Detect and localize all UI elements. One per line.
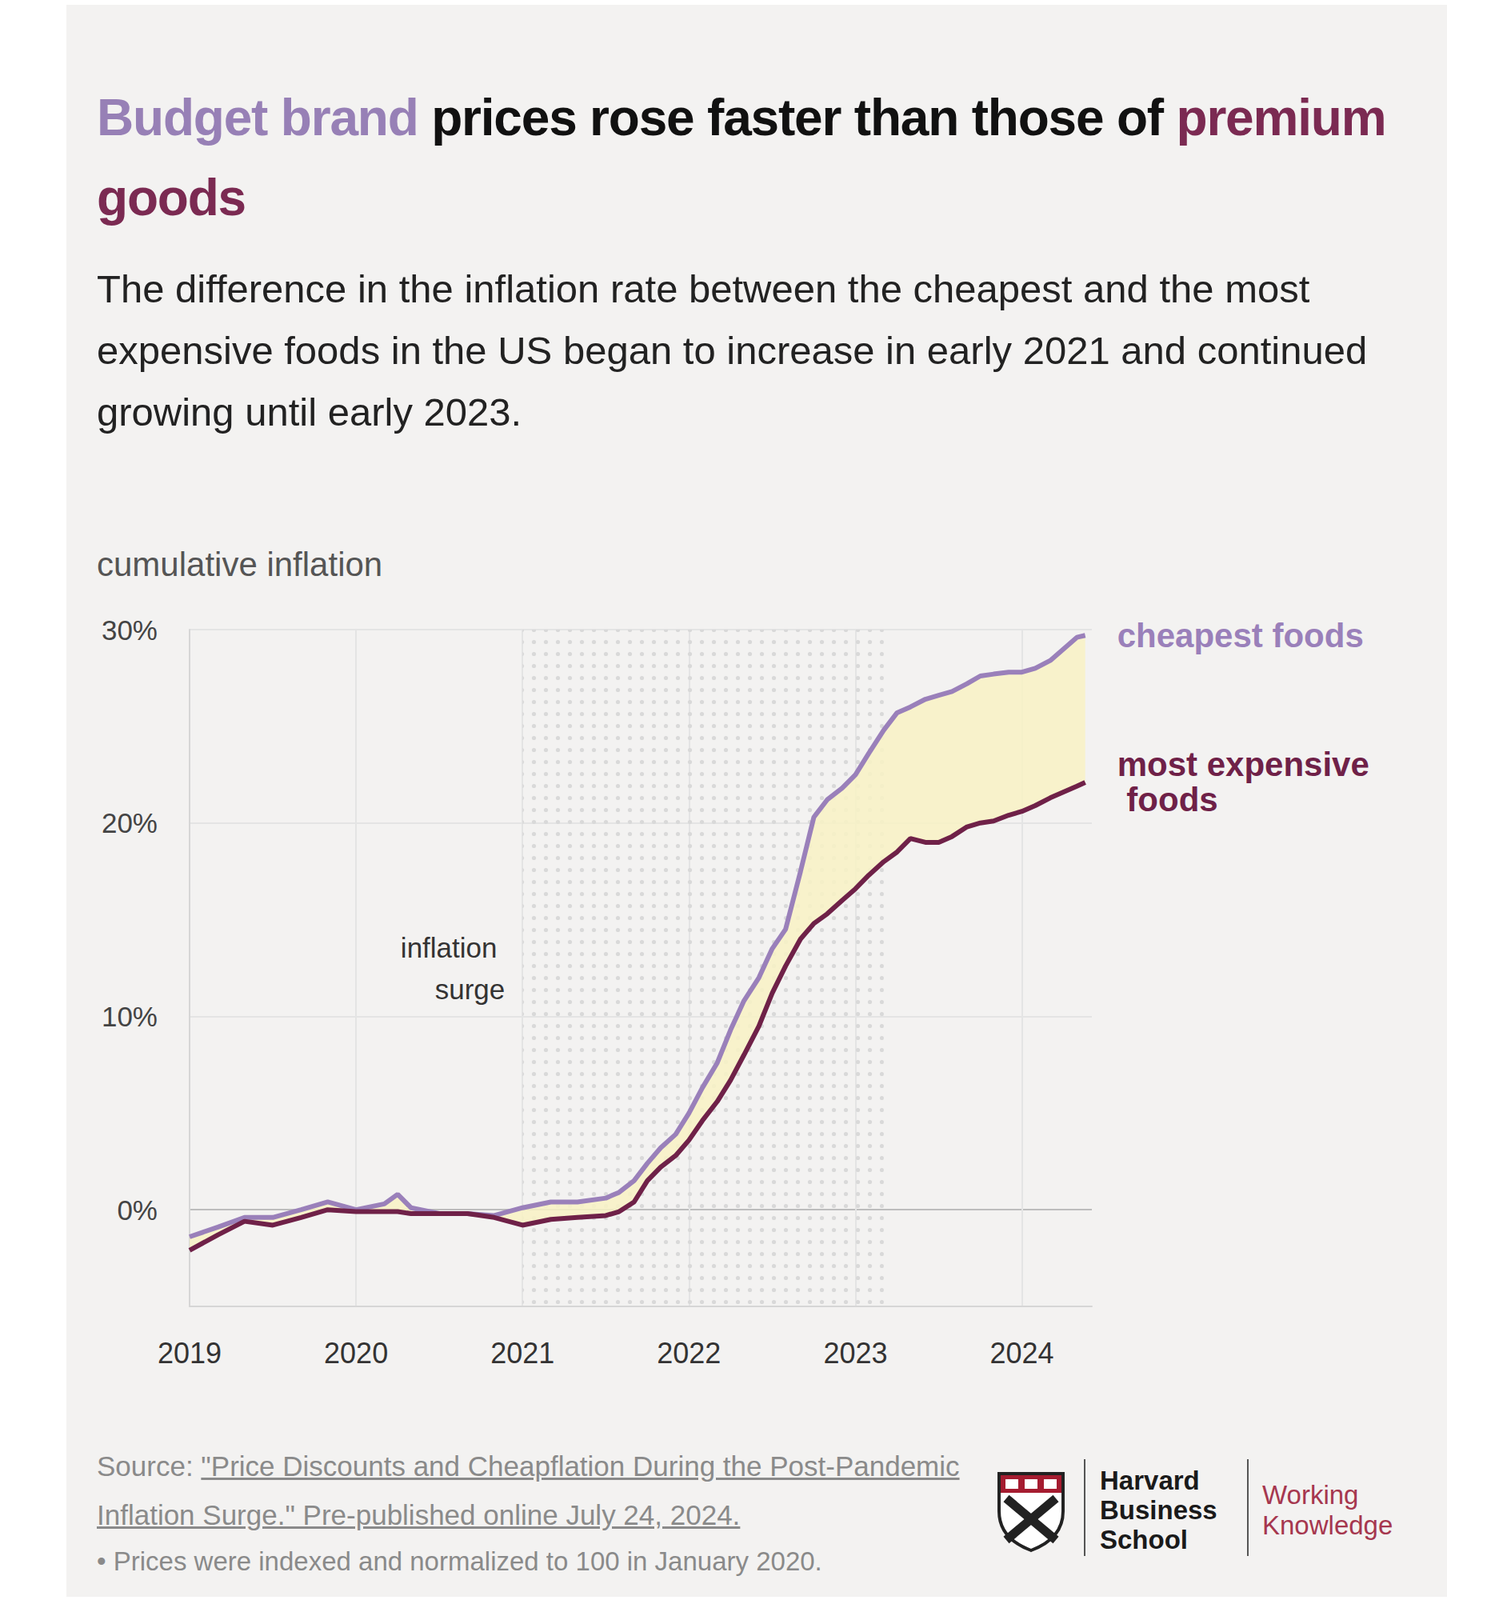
html-text:Harvard Business School: Harvard Business School [1099, 1465, 1218, 1555]
svg-text:cheapest foods: cheapest foods [1117, 616, 1364, 655]
svg-text:surge: surge [435, 973, 506, 1005]
svg-text:2019: 2019 [157, 1336, 222, 1370]
html-text:The difference in the inflatio: The difference in the inflation rate bet… [96, 267, 1368, 434]
svg-text:2020: 2020 [323, 1336, 388, 1370]
svg-text:inflation: inflation [400, 931, 505, 964]
svg-text:2022: 2022 [656, 1336, 721, 1370]
svg-text:2024: 2024 [990, 1336, 1055, 1370]
svg-text:2023: 2023 [823, 1336, 888, 1370]
svg-text:cumulative inflation: cumulative inflation [96, 545, 383, 584]
html-text:Budget brand prices rose faste: Budget brand prices rose faster than tho… [96, 88, 1386, 227]
svg-text:2021: 2021 [490, 1336, 555, 1370]
svg-text:20%: 20% [101, 807, 158, 839]
svg-text:30%: 30% [101, 614, 158, 646]
svg-text:10%: 10% [101, 1000, 158, 1032]
html-text:Working Knowledge: Working Knowledge [1262, 1479, 1393, 1540]
svg-text:most expensive: most expensive [1117, 745, 1370, 784]
svg-text:foods: foods [1117, 780, 1219, 819]
html-text:Source: "Price Discounts and C: Source: "Price Discounts and Cheapflatio… [96, 1450, 960, 1531]
html-text:• Prices were indexed and norm: • Prices were indexed and normalized to … [96, 1546, 823, 1576]
svg-text:0%: 0% [116, 1194, 158, 1226]
